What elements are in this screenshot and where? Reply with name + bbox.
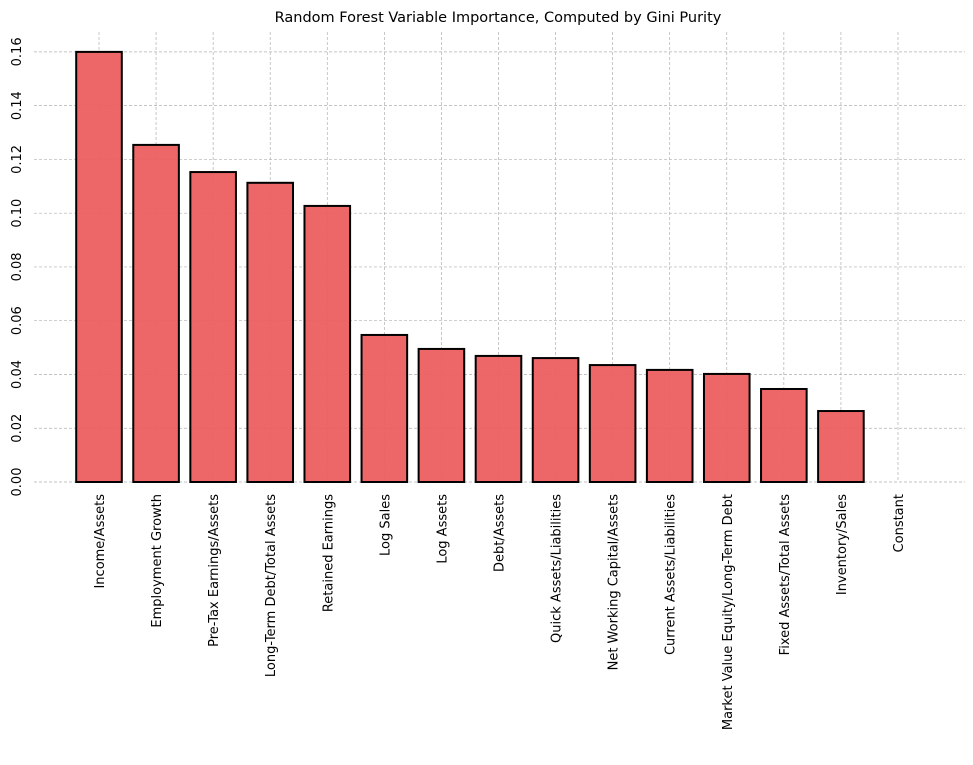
bar xyxy=(75,50,123,483)
x-tick-label: Employment Growth xyxy=(150,494,165,628)
x-tick-label: Long-Term Debt/Total Assets xyxy=(264,494,279,677)
y-tick-label: 0.02 xyxy=(10,414,25,443)
x-tick-label: Pre-Tax Earnings/Assets xyxy=(207,494,222,647)
bar xyxy=(702,372,751,483)
x-tick-label: Current Assets/Liabilities xyxy=(664,494,679,655)
y-tick-label: 0.08 xyxy=(10,252,25,281)
x-tick-label: Quick Assets/Liabilities xyxy=(550,494,565,643)
x-tick-label: Log Assets xyxy=(435,494,450,564)
bar xyxy=(531,357,580,483)
y-tick-label: 0.06 xyxy=(10,306,25,335)
chart-title: Random Forest Variable Importance, Compu… xyxy=(275,10,722,26)
bar xyxy=(303,204,352,483)
bar xyxy=(645,368,694,483)
x-axis: Income/Assets Employment Growth Pre-Tax Ea… xyxy=(93,494,907,730)
bar xyxy=(360,333,409,484)
x-tick-label: Debt/Assets xyxy=(492,494,507,572)
x-tick-label: Constant xyxy=(892,494,907,552)
bar xyxy=(588,364,637,483)
bar xyxy=(246,181,295,483)
x-tick-label: Inventory/Sales xyxy=(835,494,850,595)
y-tick-label: 0.00 xyxy=(10,468,25,497)
bar xyxy=(417,347,466,483)
y-tick-label: 0.10 xyxy=(10,199,25,228)
x-tick-label: Net Working Capital/Assets xyxy=(607,494,622,671)
y-tick-label: 0.04 xyxy=(10,360,25,389)
y-tick-label: 0.16 xyxy=(10,37,25,66)
bar xyxy=(760,387,808,484)
bar xyxy=(189,171,237,483)
bars xyxy=(75,50,865,484)
bar xyxy=(132,143,180,483)
x-tick-label: Fixed Assets/Total Assets xyxy=(778,494,793,656)
x-tick-label: Retained Earnings xyxy=(321,494,336,612)
y-tick-label: 0.12 xyxy=(10,145,25,174)
y-tick-label: 0.14 xyxy=(10,91,25,120)
x-tick-label: Income/Assets xyxy=(93,494,108,589)
bar xyxy=(474,354,523,484)
x-tick-label: Log Sales xyxy=(378,494,393,556)
y-axis: 0.00 0.02 0.04 0.06 0.08 0.10 0.12 0.14 0.16 xyxy=(10,37,25,496)
x-tick-label: Market Value Equity/Long-Term Debt xyxy=(721,494,736,730)
bar xyxy=(817,410,865,483)
